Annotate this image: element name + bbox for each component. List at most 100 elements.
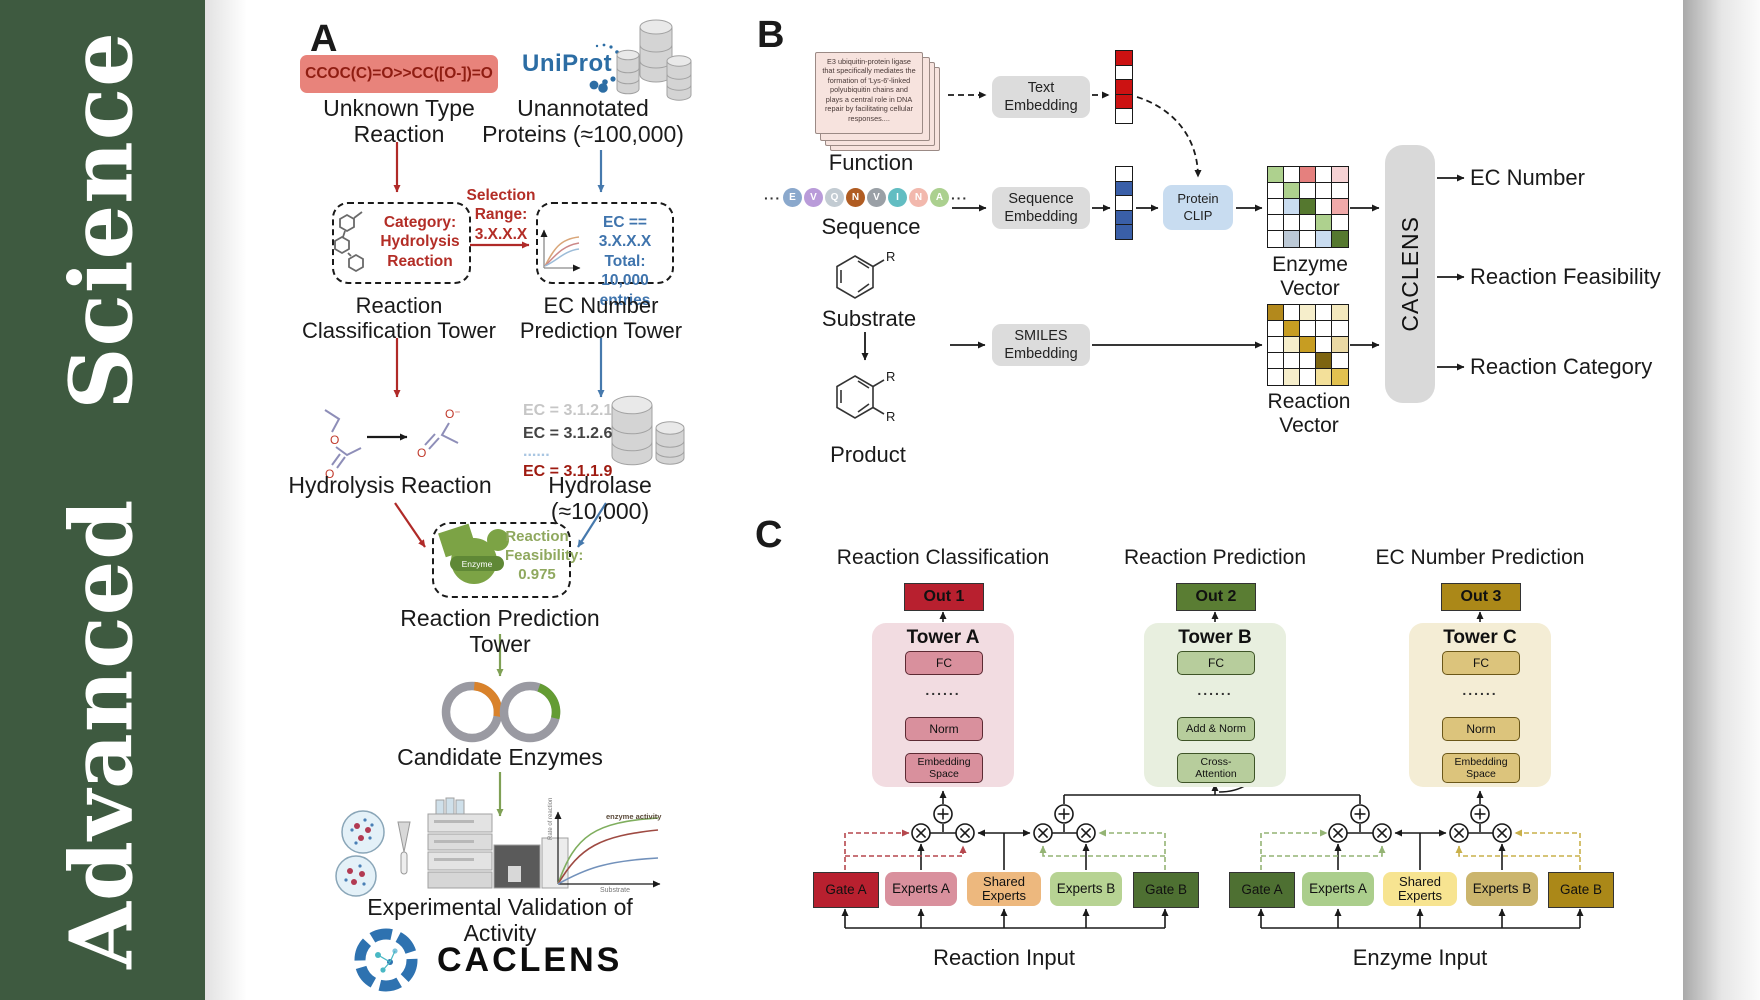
panelB-arrows xyxy=(861,91,1465,371)
hplc-instrument-icon xyxy=(427,797,569,889)
tower-c-dots: ...... xyxy=(1462,682,1498,698)
vector-cell xyxy=(1315,198,1333,216)
tower-c-embedding: Embedding Space xyxy=(1442,753,1520,783)
ec-result-list: EC = 3.1.2.1 EC = 3.1.2.6 ...... EC = 3.… xyxy=(523,399,612,483)
svg-text:O⁻: O⁻ xyxy=(445,407,461,421)
ec-filter-label: EC == 3.X.X.X Total: 10,000 entries xyxy=(598,214,652,309)
vector-cell xyxy=(1283,230,1301,248)
tower-c-name: Tower C xyxy=(1443,627,1517,648)
journal-sidebar: Advanced Science xyxy=(0,0,205,1000)
vector-cell xyxy=(1315,336,1333,354)
title-reaction-classification: Reaction Classification xyxy=(836,546,1050,569)
product-r2-label: R xyxy=(886,409,896,424)
reaction-experts-a: Experts A xyxy=(885,872,957,906)
title-reaction-prediction: Reaction Prediction xyxy=(1123,546,1307,569)
vector-cell xyxy=(1315,304,1333,322)
residue-A: A xyxy=(930,188,949,207)
output-ec-number: EC Number xyxy=(1470,165,1585,190)
sequence-embedding-box: Sequence Embedding xyxy=(992,187,1090,229)
product-label: Product xyxy=(830,442,906,467)
vector-cell xyxy=(1299,352,1317,370)
vector-cell xyxy=(1299,166,1317,184)
vector-cell xyxy=(1299,304,1317,322)
vector-cell xyxy=(1315,352,1333,370)
residue-V: V xyxy=(804,188,823,207)
tower-b-add-norm: Add & Norm xyxy=(1177,717,1255,741)
ellipsis-right: ··· xyxy=(951,189,968,206)
vector-cell xyxy=(1299,198,1317,216)
vector-cell xyxy=(1283,352,1301,370)
kinetics-ylabel: Rate of reaction xyxy=(548,797,554,840)
validation-label: Experimental Validation of Activity xyxy=(367,894,633,946)
tower-a-dots: ...... xyxy=(925,682,961,698)
residue-V: V xyxy=(867,188,886,207)
plasmid-icons xyxy=(441,681,561,743)
out1-box: Out 1 xyxy=(904,583,984,611)
tower-b-cross-attention: Cross- Attention xyxy=(1177,753,1255,783)
panelA-label: A xyxy=(310,18,338,60)
vector-cell xyxy=(1315,368,1333,386)
tower-b-dots: ...... xyxy=(1197,682,1233,698)
ec-result-dots: ...... xyxy=(523,443,550,461)
vector-cell xyxy=(1299,230,1317,248)
vector-cell xyxy=(1299,320,1317,338)
tower-c-fc: FC xyxy=(1442,651,1520,675)
reaction-prediction-box xyxy=(432,522,571,598)
unknown-reaction-label: Unknown Type Reaction xyxy=(323,95,475,147)
tower-b-fc: FC xyxy=(1177,651,1255,675)
vector-cell xyxy=(1267,182,1285,200)
substrate-r-label: R xyxy=(886,249,896,264)
ec-result-2: EC = 3.1.2.6 xyxy=(523,425,613,443)
tower-a-fc: FC xyxy=(905,651,983,675)
vector-cell xyxy=(1315,182,1333,200)
tower-a-norm: Norm xyxy=(905,717,983,741)
tower-a: Tower A FC ...... Norm Embedding Space xyxy=(872,623,1014,787)
product-r1-label: R xyxy=(886,369,896,384)
out2-box: Out 2 xyxy=(1176,583,1256,611)
ec-result-3: EC = 3.1.1.9 xyxy=(523,462,613,480)
enzyme-experts-a: Experts A xyxy=(1302,872,1374,906)
function-card: E3 ubiquitin-protein ligase that specifi… xyxy=(815,52,923,134)
vector-cell xyxy=(1283,198,1301,216)
tower-a-name: Tower A xyxy=(906,627,980,648)
vector-cell xyxy=(1331,214,1349,232)
uniprot-logo-text: UniProt xyxy=(522,50,613,77)
enzyme-shared-experts: Shared Experts xyxy=(1383,872,1457,906)
enzyme-vector-grid xyxy=(1267,166,1349,248)
title-ec-number-prediction: EC Number Prediction xyxy=(1375,546,1585,569)
re action-classification-box xyxy=(332,202,471,284)
caclens-module-box: CACLENS xyxy=(1385,145,1435,403)
vector-cell xyxy=(1331,352,1349,370)
svg-text:O: O xyxy=(417,446,426,460)
tower-c-norm: Norm xyxy=(1442,717,1520,741)
classification-tower-label: Reaction Classification Tower xyxy=(301,293,496,344)
ellipsis-left: ··· xyxy=(764,189,781,206)
vector-cell xyxy=(1267,368,1285,386)
reaction-shared-experts: Shared Experts xyxy=(967,872,1041,906)
vector-cell xyxy=(1299,182,1317,200)
vector-cell xyxy=(1331,230,1349,248)
vector-cell xyxy=(1331,198,1349,216)
vector-cell xyxy=(1283,304,1301,322)
vector-cell xyxy=(1283,182,1301,200)
vector-cell xyxy=(1299,368,1317,386)
out3-box: Out 3 xyxy=(1441,583,1521,611)
gate-weight-arrows xyxy=(844,829,1581,870)
svg-text:O: O xyxy=(330,433,339,447)
vector-cell xyxy=(1315,320,1333,338)
kinetics-annotation: enzyme activity xyxy=(606,812,662,821)
text-embedding-box: Text Embedding xyxy=(992,76,1090,118)
database-icon-uniprot xyxy=(616,19,692,101)
enzyme-gate-b: Gate B xyxy=(1548,872,1614,908)
petri-dish-icons xyxy=(335,810,411,897)
benzene-product-icon xyxy=(836,375,885,419)
enzyme-vector-label: Enzyme Vector xyxy=(1272,253,1348,301)
ec-filter-box xyxy=(536,202,674,284)
enzyme-gate-a: Gate A xyxy=(1229,872,1295,908)
vector-cell xyxy=(1283,336,1301,354)
vector-cell xyxy=(1315,166,1333,184)
residue-N: N xyxy=(846,188,865,207)
vector-cell xyxy=(1331,182,1349,200)
tower-b-name: Tower B xyxy=(1178,627,1252,648)
